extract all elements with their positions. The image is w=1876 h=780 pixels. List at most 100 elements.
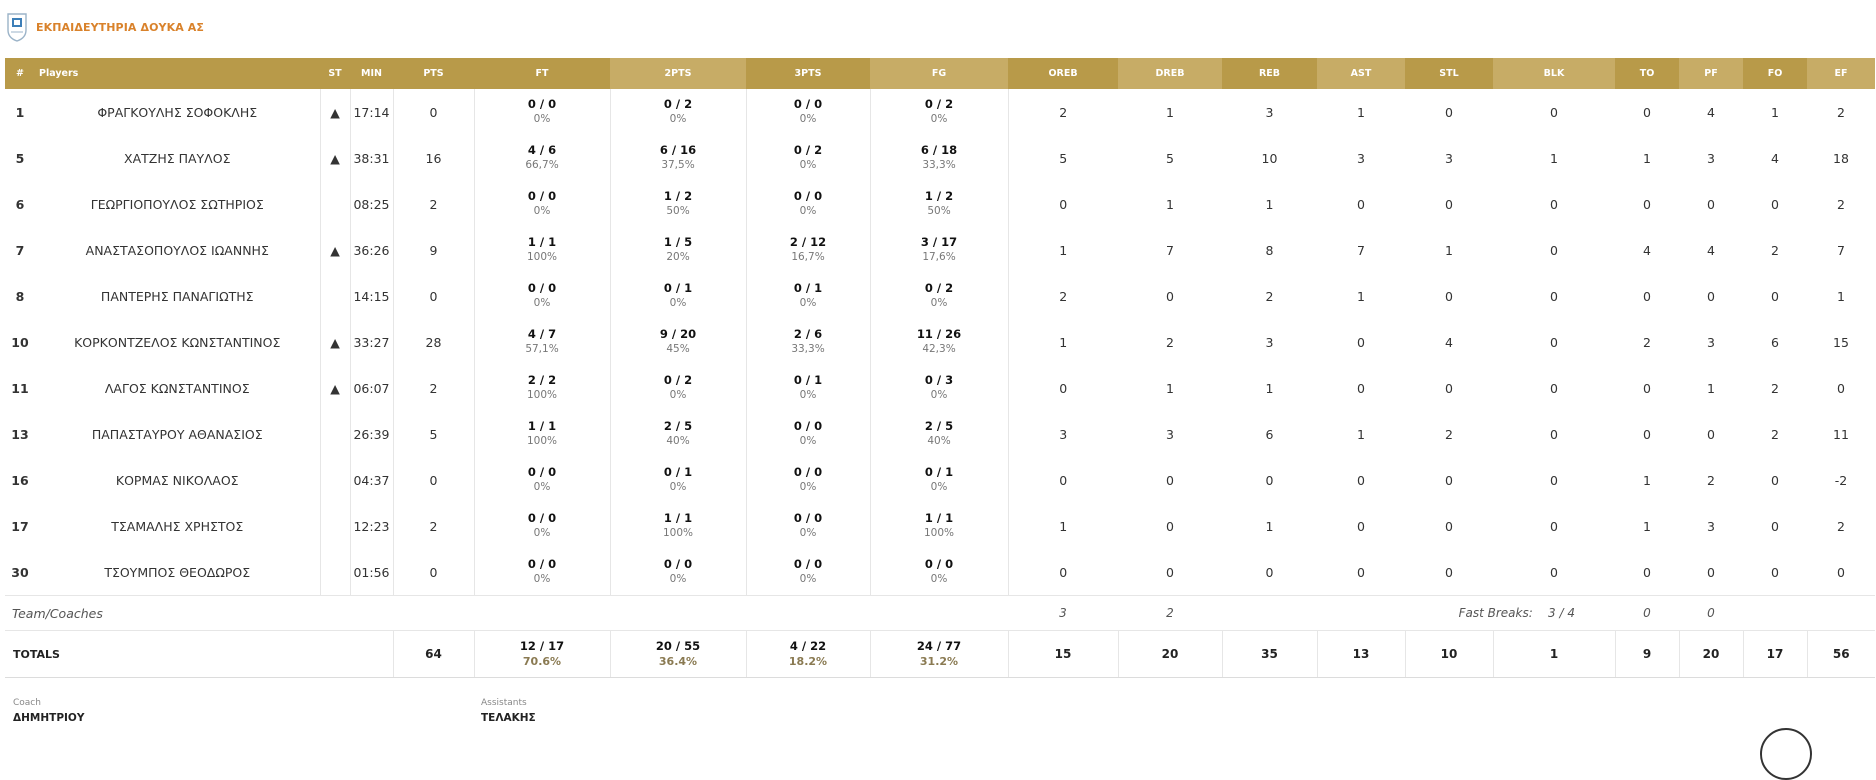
3pts-made-attempted: 2 / 6 <box>793 327 823 341</box>
fg-made-attempted: 0 / 0 <box>924 557 954 571</box>
starter-indicator-icon: ▲ <box>330 380 340 396</box>
player-name[interactable]: ΧΑΤΖΗΣ ΠΑΥΛΟΣ <box>124 150 231 166</box>
totals-pts: 64 <box>393 630 475 678</box>
player-ef: 11 <box>1833 426 1849 442</box>
3pts-made-attempted: 0 / 0 <box>793 189 823 203</box>
2pts-made-attempted: 1 / 2 <box>663 189 693 203</box>
team-header: ΕΚΠΑΙΔΕΥΤΗΡΙΑ ΔΟΥΚΑ ΑΣ <box>6 10 204 44</box>
2pts-percentage: 40% <box>666 435 690 447</box>
col-header-pf[interactable]: PF <box>1679 58 1743 89</box>
player-blk: 0 <box>1550 518 1558 534</box>
player-reb: 1 <box>1265 518 1274 534</box>
player-fg: 3 / 17 17,6% <box>870 227 1009 273</box>
3pts-percentage: 0% <box>799 573 817 585</box>
player-fo: 1 <box>1771 104 1779 120</box>
player-row: 30 ΤΣΟΥΜΠΟΣ ΘΕΟΔΩΡΟΣ 01:56 0 0 / 0 0% 0 / 0 0% 0… <box>5 549 1875 596</box>
col-header-dreb[interactable]: DREB <box>1118 58 1222 89</box>
col-header-pts[interactable]: PTS <box>393 58 474 89</box>
player-blk: 0 <box>1550 472 1558 488</box>
col-header-ef[interactable]: EF <box>1807 58 1875 89</box>
col-header-min[interactable]: MIN <box>350 58 393 89</box>
fg-made-attempted: 6 / 18 <box>920 143 958 157</box>
player-fo: 4 <box>1771 150 1779 166</box>
fg-percentage: 42,3% <box>922 343 956 355</box>
player-3pts: 2 / 12 16,7% <box>746 227 871 273</box>
player-pf: 2 <box>1707 472 1715 488</box>
col-header-reb[interactable]: REB <box>1222 58 1317 89</box>
player-number: 16 <box>11 472 29 488</box>
player-to: 2 <box>1643 334 1651 350</box>
col-header-st[interactable]: ST <box>320 58 350 89</box>
player-name[interactable]: ΦΡΑΓΚΟΥΛΗΣ ΣΟΦΟΚΛΗΣ <box>97 104 258 120</box>
2pts-percentage: 45% <box>666 343 690 355</box>
coach-name: ΔΗΜΗΤΡΙΟΥ <box>13 712 85 724</box>
col-header-fg[interactable]: FG <box>870 58 1008 89</box>
player-2pts: 0 / 2 0% <box>610 89 747 135</box>
player-name[interactable]: ΓΕΩΡΓΙΟΠΟΥΛΟΣ ΣΩΤΗΡΙΟΣ <box>90 196 264 212</box>
player-name[interactable]: ΠΑΠΑΣΤΑΥΡΟΥ ΑΘΑΝΑΣΙΟΣ <box>91 426 263 442</box>
totals-2pts: 20 / 55 36.4% <box>610 630 747 678</box>
player-pf: 1 <box>1707 380 1715 396</box>
player-3pts: 0 / 0 0% <box>746 181 871 227</box>
player-name[interactable]: ΤΣΑΜΑΛΗΣ ΧΡΗΣΤΟΣ <box>111 518 244 534</box>
player-name[interactable]: ΛΑΓΟΣ ΚΩΝΣΤΑΝΤΙΝΟΣ <box>104 380 250 396</box>
totals-dreb: 20 <box>1118 630 1223 678</box>
col-header-ft[interactable]: FT <box>474 58 610 89</box>
col-header-3pts[interactable]: 3PTS <box>746 58 870 89</box>
player-dreb: 0 <box>1166 564 1174 580</box>
totals-to: 9 <box>1615 630 1680 678</box>
col-header-ast[interactable]: AST <box>1317 58 1405 89</box>
player-number: 7 <box>15 242 25 258</box>
coach-block: Coach ΔΗΜΗΤΡΙΟΥ <box>13 698 84 724</box>
col-header-players[interactable]: Players <box>35 58 320 89</box>
player-name[interactable]: ΤΣΟΥΜΠΟΣ ΘΕΟΔΩΡΟΣ <box>104 564 251 580</box>
player-to: 4 <box>1643 242 1651 258</box>
col-header-num[interactable]: # <box>5 58 35 89</box>
player-number: 10 <box>11 334 29 350</box>
col-header-fo[interactable]: FO <box>1743 58 1807 89</box>
player-2pts: 2 / 5 40% <box>610 411 747 457</box>
col-header-oreb[interactable]: OREB <box>1008 58 1118 89</box>
player-3pts: 0 / 0 0% <box>746 89 871 135</box>
player-pts: 2 <box>393 181 475 227</box>
player-blk: 0 <box>1550 196 1558 212</box>
player-pts: 0 <box>393 457 475 503</box>
totals-blk: 1 <box>1493 630 1616 678</box>
player-reb: 3 <box>1265 334 1274 350</box>
player-fo: 0 <box>1771 196 1779 212</box>
2pts-made-attempted: 6 / 16 <box>659 143 697 157</box>
player-to: 1 <box>1643 472 1651 488</box>
col-header-stl[interactable]: STL <box>1405 58 1493 89</box>
2pts-percentage: 0% <box>669 389 687 401</box>
player-fg: 0 / 3 0% <box>870 365 1009 411</box>
player-number: 6 <box>15 196 25 212</box>
col-header-blk[interactable]: BLK <box>1493 58 1615 89</box>
player-2pts: 0 / 0 0% <box>610 549 747 596</box>
fg-percentage: 17,6% <box>922 251 956 263</box>
ft-percentage: 0% <box>533 205 551 217</box>
team-name[interactable]: ΕΚΠΑΙΔΕΥΤΗΡΙΑ ΔΟΥΚΑ ΑΣ <box>36 20 204 34</box>
player-name[interactable]: ΑΝΑΣΤΑΣΟΠΟΥΛΟΣ ΙΩΑΝΝΗΣ <box>85 242 269 258</box>
player-name[interactable]: ΠΑΝΤΕΡΗΣ ΠΑΝΑΓΙΩΤΗΣ <box>100 288 254 304</box>
player-min: 14:15 <box>350 273 394 319</box>
player-3pts: 0 / 0 0% <box>746 549 871 596</box>
player-to: 0 <box>1643 104 1651 120</box>
fg-made-attempted: 0 / 2 <box>924 97 954 111</box>
player-name[interactable]: ΚΟΡΜΑΣ ΝΙΚΟΛΑΟΣ <box>115 472 239 488</box>
2pts-made-attempted: 2 / 5 <box>663 419 693 433</box>
3pts-made-attempted: 0 / 0 <box>793 511 823 525</box>
circle-button-icon[interactable] <box>1760 728 1812 780</box>
player-min: 38:31 <box>350 135 394 181</box>
ft-made-attempted: 0 / 0 <box>527 465 557 479</box>
player-pts: 2 <box>393 365 475 411</box>
fg-made-attempted: 0 / 3 <box>924 373 954 387</box>
player-ef: 7 <box>1837 242 1845 258</box>
player-pts: 2 <box>393 503 475 549</box>
2pts-percentage: 20% <box>666 251 690 263</box>
player-name[interactable]: ΚΟΡΚΟΝΤΖΕΛΟΣ ΚΩΝΣΤΑΝΤΙΝΟΣ <box>74 334 281 350</box>
3pts-percentage: 0% <box>799 527 817 539</box>
2pts-percentage: 0% <box>669 573 687 585</box>
col-header-2pts[interactable]: 2PTS <box>610 58 746 89</box>
col-header-to[interactable]: TO <box>1615 58 1679 89</box>
